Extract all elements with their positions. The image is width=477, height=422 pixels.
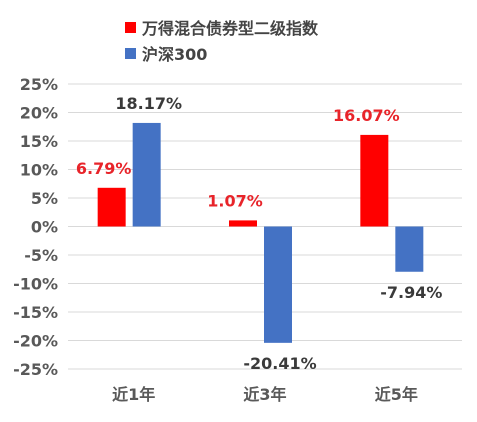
- bar: [132, 122, 161, 227]
- bar: [97, 187, 126, 227]
- data-label: 16.07%: [333, 106, 400, 125]
- data-label: -7.94%: [380, 283, 442, 302]
- y-tick-label: 10%: [20, 161, 58, 180]
- legend-item-series-2: 沪深300: [125, 40, 318, 66]
- y-tick-label: 25%: [20, 75, 58, 94]
- data-label: 18.17%: [115, 94, 182, 113]
- data-label: 6.79%: [76, 159, 132, 178]
- y-tick-label: 20%: [20, 104, 58, 123]
- y-tick-label: -15%: [13, 303, 58, 322]
- data-label: -20.41%: [243, 354, 316, 373]
- y-tick-label: 5%: [31, 189, 58, 208]
- bar: [360, 134, 389, 227]
- bar: [229, 220, 257, 227]
- y-tick-label: -5%: [24, 246, 58, 265]
- legend-swatch-series-2: [125, 47, 136, 59]
- data-label: 1.07%: [207, 191, 263, 210]
- x-tick-label: 近1年: [112, 385, 155, 404]
- legend-label-series-1: 万得混合债券型二级指数: [142, 19, 319, 38]
- bar: [395, 226, 424, 272]
- y-tick-label: -20%: [13, 332, 58, 351]
- y-tick-label: -10%: [13, 275, 58, 294]
- legend-label-series-2: 沪深300: [142, 45, 208, 64]
- y-tick-label: 0%: [31, 218, 58, 237]
- x-tick-label: 近5年: [375, 385, 418, 404]
- bar: [264, 226, 292, 343]
- legend-swatch-series-1: [125, 21, 136, 33]
- x-tick-label: 近3年: [243, 385, 286, 404]
- legend: 万得混合债券型二级指数 沪深300: [125, 14, 318, 66]
- legend-item-series-1: 万得混合债券型二级指数: [125, 14, 318, 40]
- y-tick-label: 15%: [20, 132, 58, 151]
- y-tick-label: -25%: [13, 360, 58, 379]
